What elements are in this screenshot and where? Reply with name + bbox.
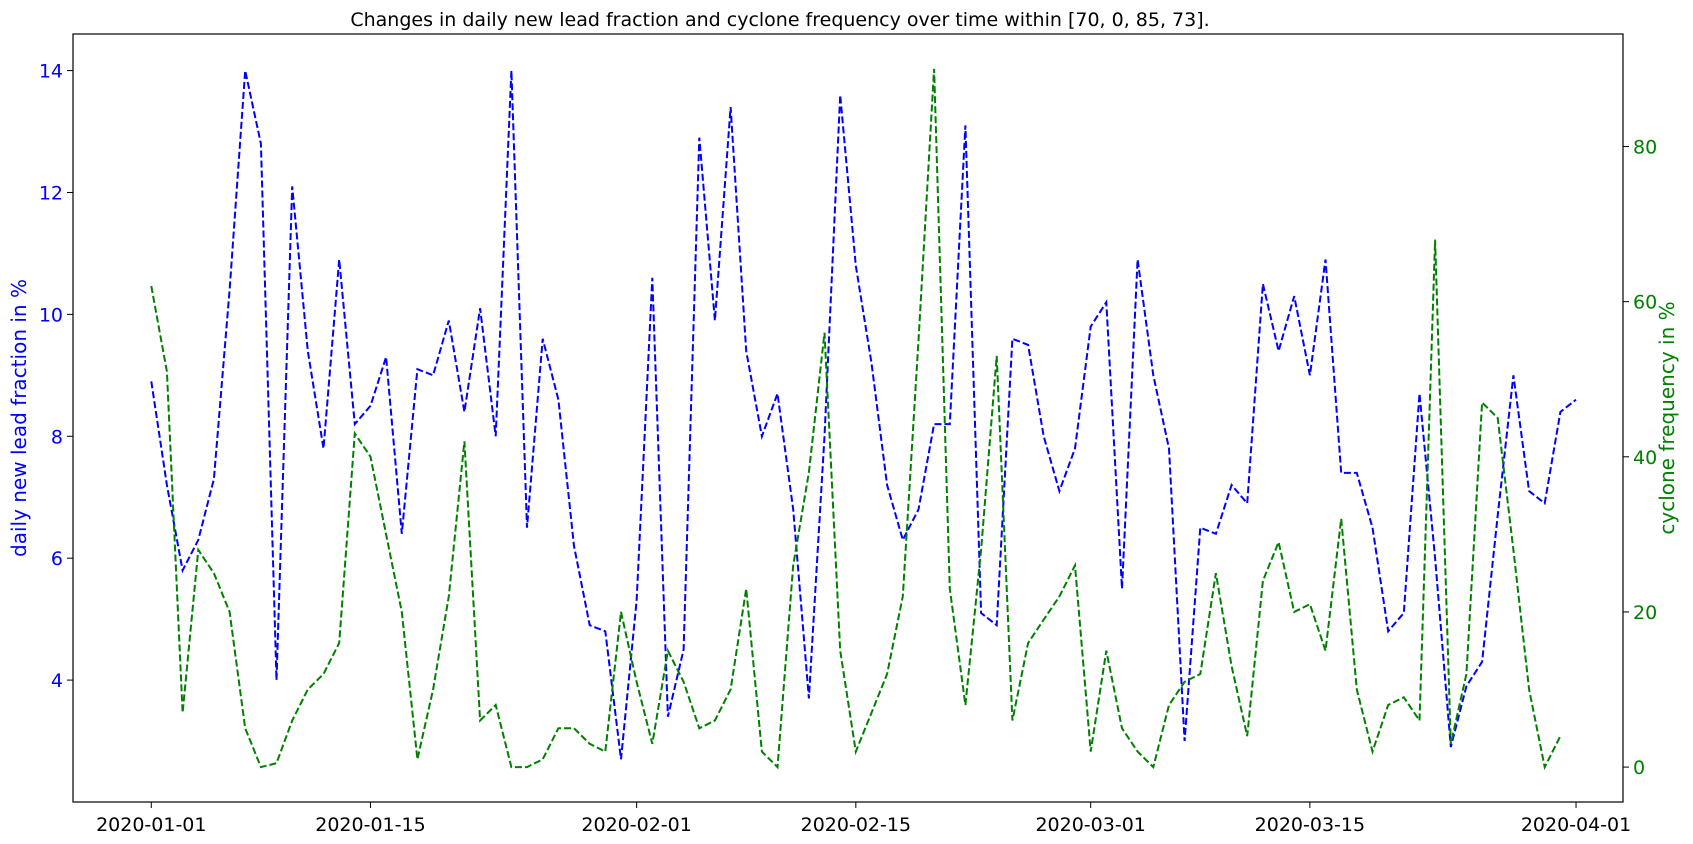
x-tick-label: 2020-03-01 <box>1035 814 1145 836</box>
x-tick-label: 2020-03-15 <box>1255 814 1365 836</box>
left-y-tick-label: 4 <box>51 670 63 692</box>
left-y-tick-label: 6 <box>51 548 63 570</box>
x-tick-label: 2020-02-01 <box>581 814 691 836</box>
plot-frame <box>72 33 1624 803</box>
x-axis: 2020-01-01 2020-01-15 2020-02-01 2020-02-15… <box>96 802 1631 836</box>
right-y-tick-label: 40 <box>1633 447 1657 469</box>
right-y-axis: 0 20 40 60 80 <box>1623 136 1657 779</box>
x-tick-label: 2020-04-01 <box>1521 814 1631 836</box>
left-y-tick-label: 12 <box>39 182 63 204</box>
x-tick-label: 2020-01-15 <box>315 814 425 836</box>
right-y-tick-label: 0 <box>1633 757 1645 779</box>
series-cyclone-frequency-line <box>150 68 1562 771</box>
chart-title: Changes in daily new lead fraction and c… <box>350 9 1209 31</box>
left-y-tick-label: 8 <box>51 426 63 448</box>
left-y-tick-label: 10 <box>39 304 63 326</box>
right-y-tick-label: 60 <box>1633 292 1657 314</box>
x-tick-label: 2020-01-01 <box>96 814 206 836</box>
right-y-tick-label: 20 <box>1633 602 1657 624</box>
series-lead-fraction-line <box>150 70 1577 760</box>
left-axis-label: daily new lead fraction in % <box>7 279 31 557</box>
right-y-tick-label: 80 <box>1633 136 1657 158</box>
left-y-tick-label: 14 <box>39 61 63 83</box>
series-layer <box>150 68 1577 771</box>
x-tick-label: 2020-02-15 <box>801 814 911 836</box>
left-y-axis: 4 6 8 10 12 14 <box>39 61 73 692</box>
right-axis-label: cyclone frequency in % <box>1655 301 1679 534</box>
